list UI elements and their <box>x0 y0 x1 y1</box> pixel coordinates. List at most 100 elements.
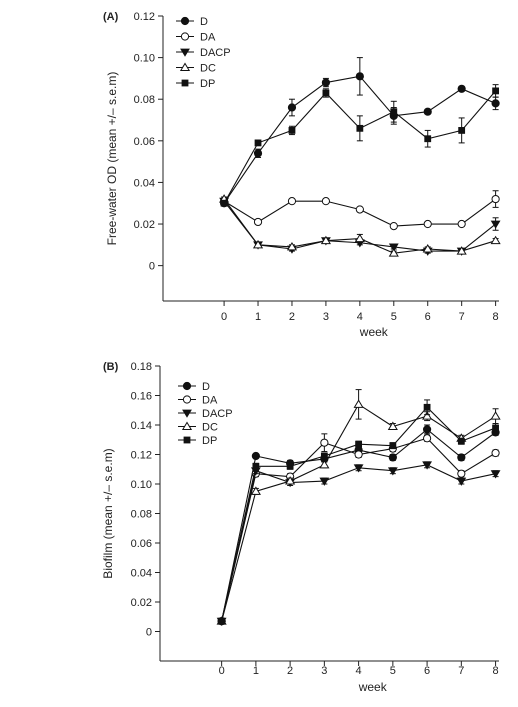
legend-label: DACP <box>202 408 233 420</box>
y-tick-label: 0.10 <box>134 53 155 65</box>
y-tick-label: 0.08 <box>131 509 152 521</box>
legend-label: DP <box>200 78 215 90</box>
data-point <box>458 220 465 227</box>
y-tick-label: 0.04 <box>134 177 155 189</box>
y-tick-label: 0.02 <box>131 597 152 609</box>
legend-marker <box>181 33 188 40</box>
data-point <box>390 108 397 115</box>
data-point <box>322 198 329 205</box>
legend-marker <box>183 382 190 389</box>
data-point <box>423 435 430 442</box>
legend-label: D <box>200 16 208 28</box>
y-tick-label: 0 <box>149 261 155 273</box>
x-tick-label: 7 <box>458 665 464 677</box>
series-line <box>224 91 496 203</box>
x-tick-label: 5 <box>391 311 397 323</box>
data-point <box>389 442 396 449</box>
legend-marker <box>183 396 190 403</box>
data-point <box>255 139 262 146</box>
data-point <box>424 220 431 227</box>
y-tick-label: 0.08 <box>134 94 155 106</box>
y-tick-label: 0.04 <box>131 568 152 580</box>
series-dc <box>217 390 499 625</box>
data-point <box>458 454 465 461</box>
legend-label: DP <box>202 435 217 447</box>
data-point <box>356 206 363 213</box>
series-da <box>220 191 499 230</box>
series-line <box>222 407 496 621</box>
y-axis-title: Free-water OD (mean +/– s.e.m) <box>105 72 119 246</box>
data-point <box>390 223 397 230</box>
data-point <box>458 127 465 134</box>
series-da <box>218 434 499 625</box>
y-tick-label: 0.16 <box>131 391 152 403</box>
data-point <box>492 195 499 202</box>
x-tick-label: 1 <box>255 311 261 323</box>
y-tick-label: 0.12 <box>134 11 155 23</box>
x-tick-label: 4 <box>356 665 362 677</box>
y-tick-label: 0.14 <box>131 420 152 432</box>
legend-label: DC <box>200 63 216 75</box>
data-point <box>423 426 430 433</box>
data-point <box>458 85 465 92</box>
y-axis-title: Biofilm (mean +/– s.e.m) <box>101 448 115 578</box>
x-tick-label: 3 <box>321 665 327 677</box>
legend-label: D <box>202 381 210 393</box>
data-point <box>252 452 259 459</box>
legend-label: DC <box>202 422 218 434</box>
data-point <box>492 449 499 456</box>
x-axis-title: week <box>359 325 389 339</box>
x-tick-label: 3 <box>323 311 329 323</box>
series-line <box>222 465 496 621</box>
data-point <box>356 235 364 242</box>
y-tick-label: 0.06 <box>131 538 152 550</box>
data-point <box>356 125 363 132</box>
x-axis-title: week <box>358 680 388 694</box>
data-point <box>288 104 295 111</box>
data-point <box>252 463 259 470</box>
x-tick-label: 8 <box>493 311 499 323</box>
data-point <box>321 453 328 460</box>
legend-label: DA <box>202 395 218 407</box>
data-point <box>424 404 431 411</box>
legend-marker <box>182 80 189 87</box>
data-point <box>355 451 362 458</box>
data-point <box>492 100 499 107</box>
series-dacp <box>217 462 499 625</box>
y-tick-label: 0 <box>146 627 152 639</box>
data-point <box>287 463 294 470</box>
x-tick-label: 6 <box>424 665 430 677</box>
series-line <box>222 404 496 621</box>
data-point <box>458 470 465 477</box>
data-point <box>492 425 499 432</box>
y-tick-label: 0.18 <box>131 361 152 373</box>
legend-label: DACP <box>200 47 231 59</box>
data-point <box>356 73 363 80</box>
panel-label: (B) <box>103 361 119 373</box>
data-point <box>491 412 499 419</box>
data-point <box>321 439 328 446</box>
legend: D DA DACP DC DP <box>176 16 231 90</box>
y-tick-label: 0.06 <box>134 136 155 148</box>
series-dp <box>218 400 499 625</box>
data-point <box>491 237 499 244</box>
data-point <box>492 87 499 94</box>
x-tick-label: 8 <box>493 665 499 677</box>
y-tick-label: 0.12 <box>131 450 152 462</box>
data-point <box>254 218 261 225</box>
legend-label: DA <box>200 32 216 44</box>
data-point <box>221 200 228 207</box>
panel-label: (A) <box>103 11 119 23</box>
data-point <box>288 198 295 205</box>
x-tick-label: 4 <box>357 311 363 323</box>
y-tick-label: 0.10 <box>131 479 152 491</box>
data-point <box>354 400 362 407</box>
x-tick-label: 2 <box>289 311 295 323</box>
x-tick-label: 5 <box>390 665 396 677</box>
x-tick-label: 7 <box>459 311 465 323</box>
x-tick-label: 2 <box>287 665 293 677</box>
data-point <box>322 79 329 86</box>
chart-panel-a: 0 0.02 0.04 0.06 0.08 0.10 0.12 (A) 0 1 2 3 4 5 6 7 8 wee… <box>103 11 500 339</box>
